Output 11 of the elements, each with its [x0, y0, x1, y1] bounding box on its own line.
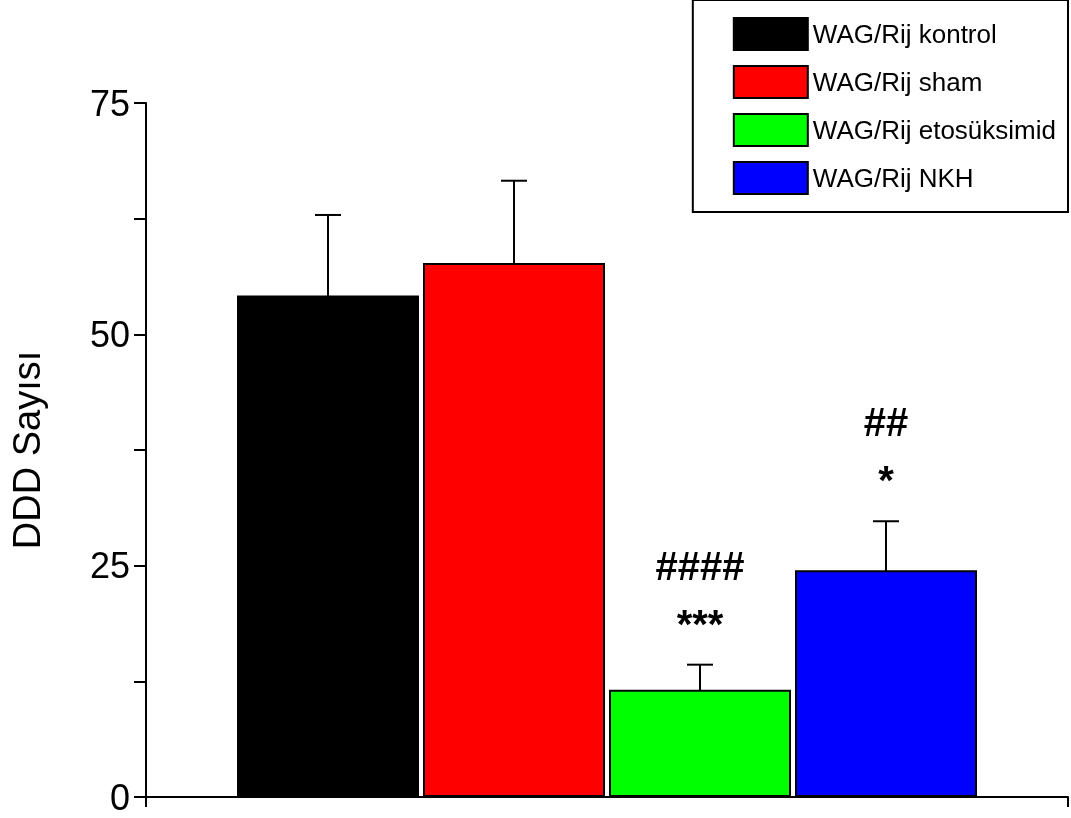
- y-tick-label: 50: [89, 313, 130, 355]
- data-label: ## *: [863, 400, 909, 503]
- legend-label: WAG/Rij NKH: [812, 163, 974, 193]
- data-label: #### ***: [655, 543, 745, 646]
- legend-label: WAG/Rij sham: [812, 67, 983, 97]
- y-axis-title: DDD Sayısı: [6, 350, 48, 550]
- y-tick-label: 0: [109, 776, 130, 818]
- y-tick-label: 75: [89, 82, 130, 124]
- y-tick-label: 25: [89, 545, 130, 587]
- legend-label: WAG/Rij etosüksimid: [812, 115, 1057, 145]
- legend-label: WAG/Rij kontrol: [812, 19, 997, 49]
